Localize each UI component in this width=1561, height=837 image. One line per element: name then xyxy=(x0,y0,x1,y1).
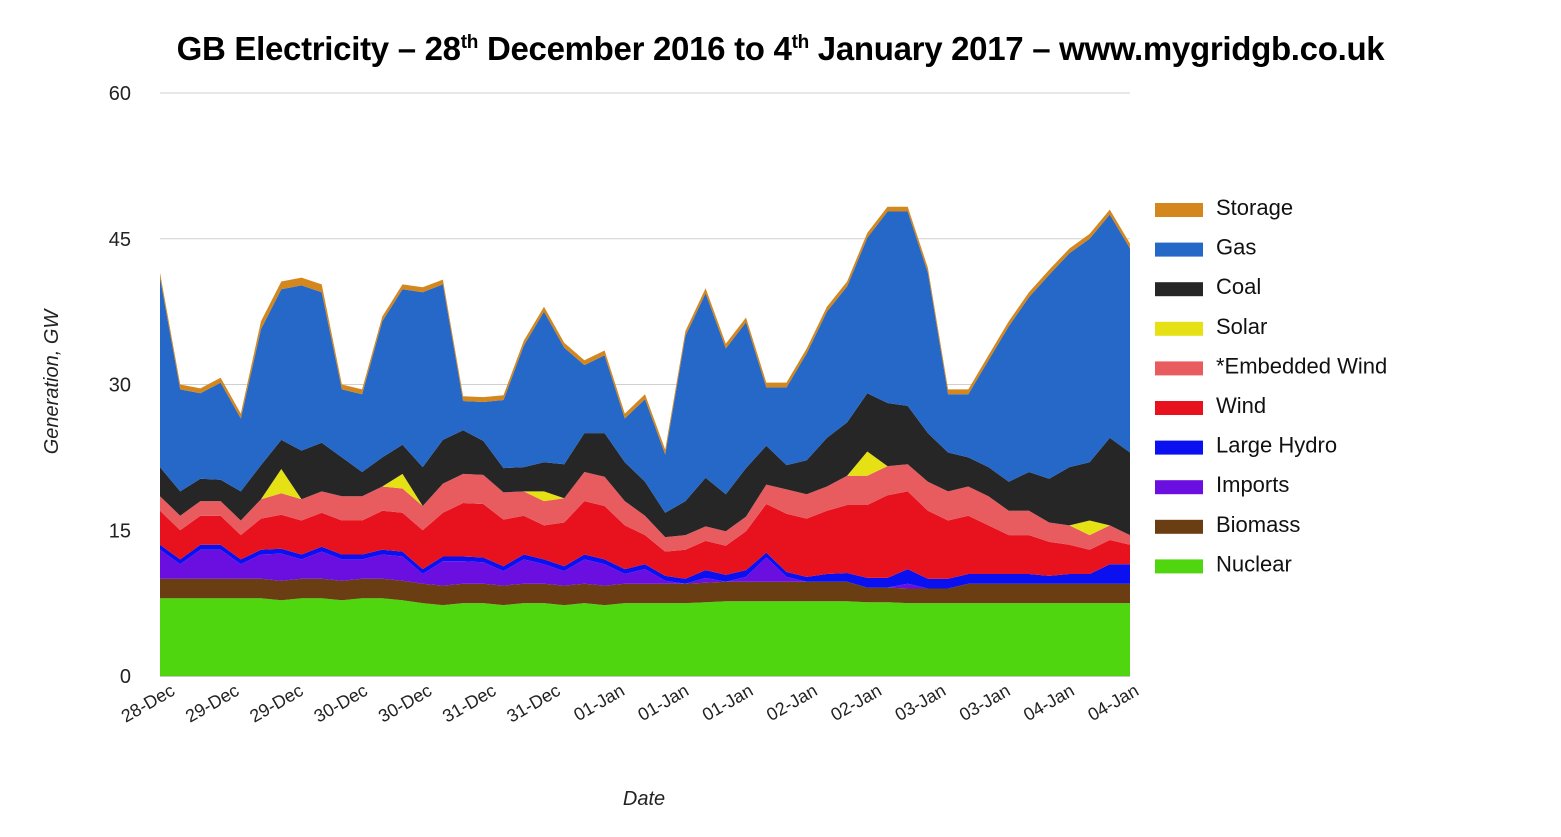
legend-swatch-nuclear xyxy=(1155,559,1203,574)
x-tick-label: 30-Dec xyxy=(311,680,371,726)
y-axis-ticks: 0 15 30 45 60 xyxy=(109,83,131,688)
x-axis-ticks: 28-Dec 29-Dec 29-Dec 30-Dec 30-Dec 31-Dec 31-D… xyxy=(118,680,1142,726)
legend-label-nuclear: Nuclear xyxy=(1216,551,1292,576)
legend-swatch-solar xyxy=(1155,321,1203,336)
legend-swatch-gas xyxy=(1155,242,1203,257)
legend-label-gas: Gas xyxy=(1216,235,1256,260)
legend-swatch-coal xyxy=(1155,282,1203,297)
legend-label-wind: Wind xyxy=(1216,393,1266,418)
legend-label-coal: Coal xyxy=(1216,274,1261,299)
legend-swatch-large-hydro xyxy=(1155,440,1203,455)
legend-swatch-storage xyxy=(1155,203,1203,217)
y-tick-label: 0 xyxy=(120,666,131,688)
y-tick-label: 60 xyxy=(109,83,131,105)
area-biomass xyxy=(160,578,1130,606)
x-tick-label: 29-Dec xyxy=(182,680,242,726)
legend-swatch-wind xyxy=(1155,401,1203,415)
x-tick-label: 01-Jan xyxy=(570,680,628,725)
x-tick-label: 04-Jan xyxy=(1020,680,1078,725)
x-tick-label: 30-Dec xyxy=(375,680,435,726)
y-axis-title: Generation, GW xyxy=(41,308,63,455)
legend-label-storage: Storage xyxy=(1216,195,1293,220)
x-tick-label: 03-Jan xyxy=(892,680,950,725)
area-embedded-wind xyxy=(160,464,1130,552)
x-tick-label: 31-Dec xyxy=(503,680,563,726)
legend-swatch-embedded-wind xyxy=(1155,361,1203,376)
x-tick-label: 04-Jan xyxy=(1084,680,1142,725)
legend-label-biomass: Biomass xyxy=(1216,512,1300,537)
legend-label-embedded-wind: *Embedded Wind xyxy=(1216,353,1387,378)
legend: Storage Gas Coal Solar *Embedded Wind Wind Lar… xyxy=(1155,195,1387,576)
x-tick-label: 29-Dec xyxy=(246,680,306,726)
legend-label-large-hydro: Large Hydro xyxy=(1216,433,1337,458)
y-tick-label: 30 xyxy=(109,375,131,397)
y-tick-label: 45 xyxy=(109,229,131,251)
x-tick-label: 03-Jan xyxy=(956,680,1014,725)
x-tick-label: 01-Jan xyxy=(699,680,757,725)
x-tick-label: 31-Dec xyxy=(439,680,499,726)
area-nuclear xyxy=(160,598,1130,676)
legend-label-imports: Imports xyxy=(1216,472,1289,497)
area-gas xyxy=(160,211,1130,513)
legend-label-solar: Solar xyxy=(1216,314,1267,339)
y-tick-label: 15 xyxy=(109,520,131,542)
area-large-hydro xyxy=(160,544,1130,589)
legend-swatch-imports xyxy=(1155,480,1203,495)
area-coal xyxy=(160,393,1130,538)
x-tick-label: 02-Jan xyxy=(763,680,821,725)
x-tick-label: 01-Jan xyxy=(634,680,692,725)
stacked-areas xyxy=(160,206,1130,676)
legend-swatch-biomass xyxy=(1155,519,1203,534)
chart-title: GB Electricity – 28th December 2016 to 4… xyxy=(176,30,1385,67)
x-tick-label: 02-Jan xyxy=(827,680,885,725)
x-axis-title: Date xyxy=(623,788,665,810)
